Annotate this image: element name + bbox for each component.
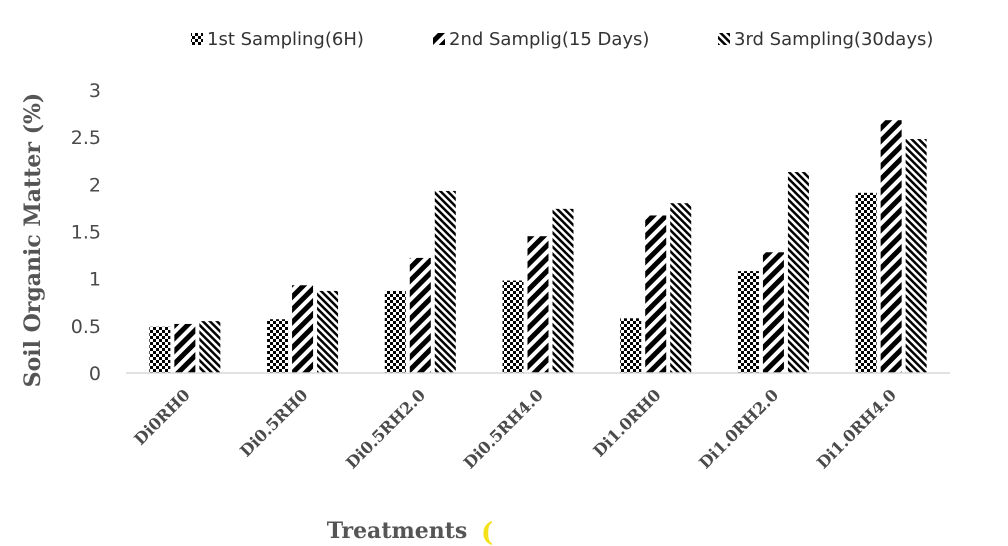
y-tick-label: 2 xyxy=(89,174,101,196)
bar-di1-0rh4-0-series-2 xyxy=(880,120,902,373)
legend-label: 2nd Samplig(15 Days) xyxy=(449,29,649,50)
x-tick-label: Di0RH0 xyxy=(130,385,193,448)
x-tick-label: Di0.5RH4.0 xyxy=(460,385,547,472)
x-tick-label: Di1.0RH0 xyxy=(589,385,664,460)
bar-di1-0rh2-0-series-1 xyxy=(737,271,759,373)
y-tick-label: 1.5 xyxy=(71,222,101,244)
bar-di1-0rh4-0-series-3 xyxy=(905,139,927,373)
bar-di0-5rh4-0-series-2 xyxy=(527,236,549,373)
bar-di1-0rh0-series-2 xyxy=(645,215,667,373)
plot-area xyxy=(149,120,927,373)
legend-label: 3rd Sampling(30days) xyxy=(734,29,933,50)
x-tick-label: Di1.0RH4.0 xyxy=(813,385,900,472)
legend-swatch xyxy=(433,33,445,45)
x-axis-title-paren: ( xyxy=(481,518,493,546)
x-tick-label: Di1.0RH2.0 xyxy=(695,385,782,472)
bar-di0rh0-series-1 xyxy=(149,326,171,373)
legend-swatch xyxy=(191,33,203,45)
bar-di1-0rh4-0-series-1 xyxy=(855,192,877,373)
y-axis: 0 0.5 1 1.5 2 2.5 3 xyxy=(71,80,101,385)
bar-di0-5rh2-0-series-1 xyxy=(384,290,406,373)
x-tick-label: Di0.5RH2.0 xyxy=(342,385,429,472)
bar-di0-5rh0-series-1 xyxy=(267,319,289,373)
y-axis-title: Soil Organic Matter (%) xyxy=(20,93,46,388)
bar-di1-0rh0-series-1 xyxy=(620,318,642,373)
legend-label: 1st Sampling(6H) xyxy=(207,29,364,50)
bar-di0-5rh4-0-series-3 xyxy=(552,208,574,373)
bar-di0rh0-series-2 xyxy=(174,323,196,373)
y-tick-label: 3 xyxy=(89,80,101,102)
bar-di0rh0-series-3 xyxy=(199,321,221,373)
bar-di1-0rh0-series-3 xyxy=(670,203,692,373)
bar-di1-0rh2-0-series-2 xyxy=(762,252,784,373)
bar-di1-0rh2-0-series-3 xyxy=(787,172,809,373)
y-tick-label: 0.5 xyxy=(71,316,101,338)
y-tick-label: 1 xyxy=(89,269,101,291)
bar-di0-5rh4-0-series-1 xyxy=(502,280,524,373)
bar-di0-5rh2-0-series-3 xyxy=(434,190,456,373)
x-axis-title: Treatments xyxy=(327,518,468,544)
bar-di0-5rh0-series-2 xyxy=(292,285,314,373)
y-tick-label: 2.5 xyxy=(71,127,101,149)
y-tick-label: 0 xyxy=(89,363,101,385)
legend: 1st Sampling(6H) 2nd Samplig(15 Days) 3rd … xyxy=(191,29,933,50)
x-tick-label: Di0.5RH0 xyxy=(236,385,311,460)
bar-di0-5rh0-series-3 xyxy=(317,290,339,373)
legend-swatch xyxy=(718,33,730,45)
x-axis: Di0RH0 Di0.5RH0 Di0.5RH2.0 Di0.5RH4.0 Di1.0R… xyxy=(126,372,950,472)
bar-di0-5rh2-0-series-2 xyxy=(409,257,431,373)
